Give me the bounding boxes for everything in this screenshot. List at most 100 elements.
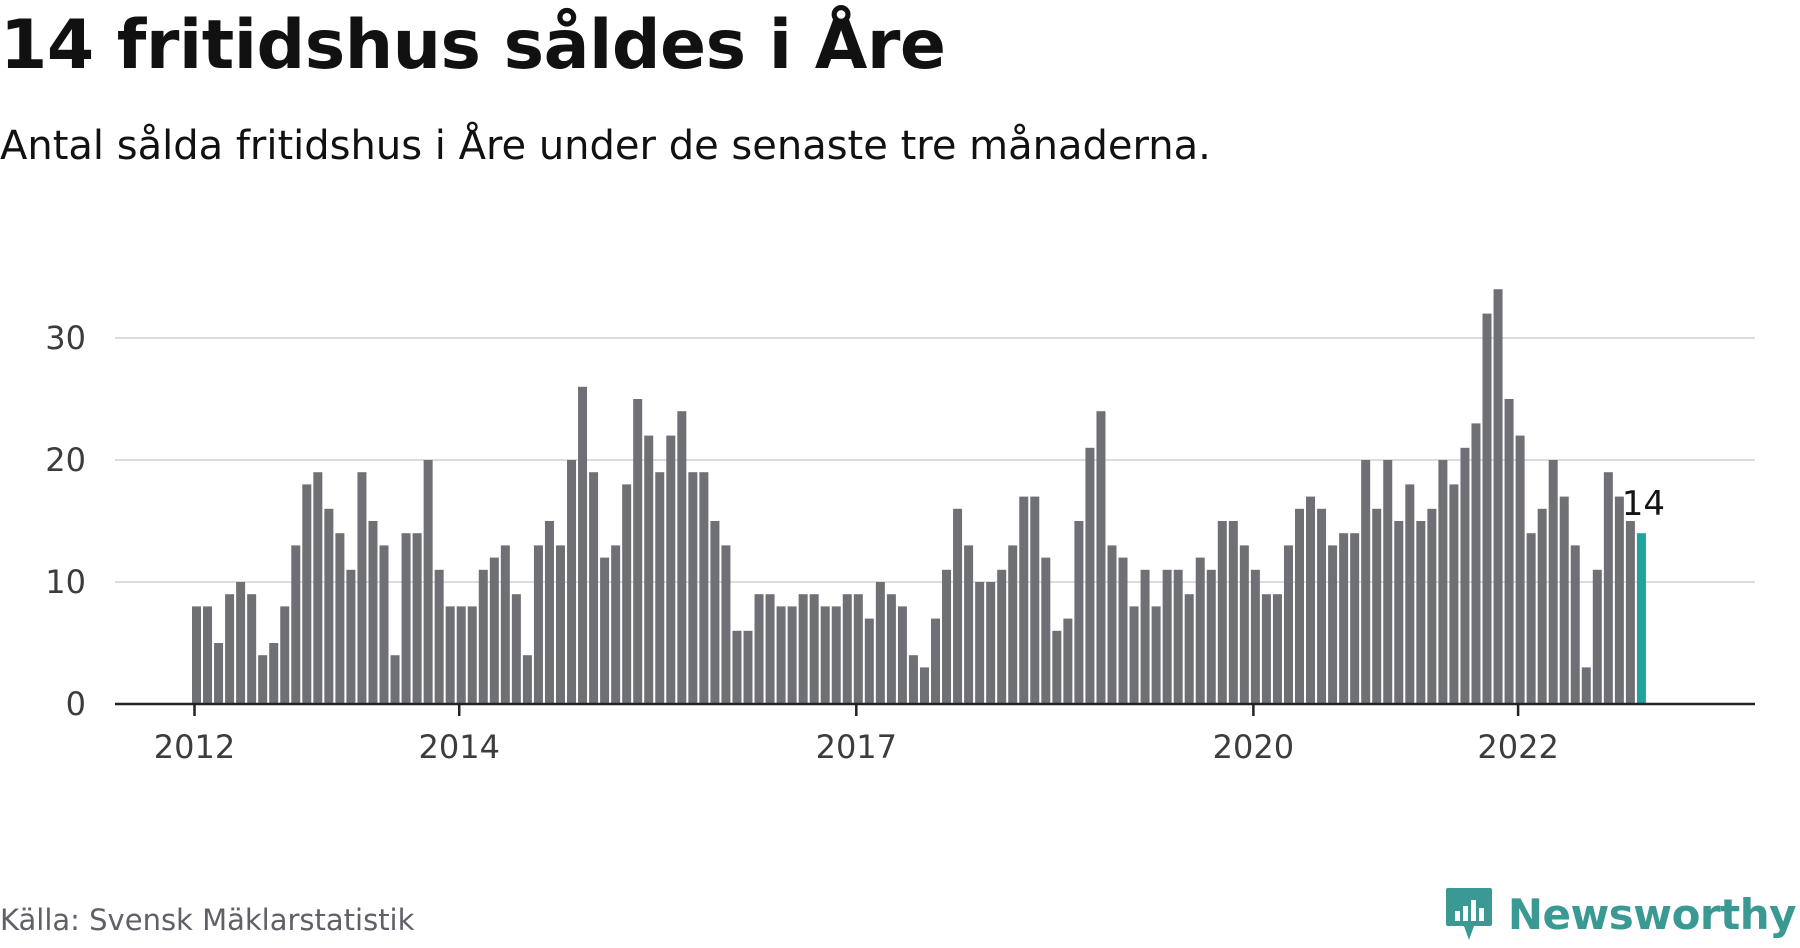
- bar: [313, 472, 323, 704]
- bar: [1019, 496, 1029, 704]
- bar: [1173, 569, 1183, 704]
- bar: [633, 399, 643, 704]
- bar: [247, 594, 257, 704]
- bar: [225, 594, 235, 704]
- bar: [765, 594, 775, 704]
- bar: [390, 655, 400, 704]
- x-tick-label: 2014: [419, 728, 500, 766]
- bar: [335, 533, 345, 704]
- bar: [401, 533, 411, 704]
- bar: [1295, 508, 1304, 704]
- bar: [214, 643, 224, 704]
- bar: [886, 594, 896, 704]
- bar: [743, 630, 753, 704]
- y-tick-label: 10: [45, 563, 86, 601]
- bar: [986, 582, 996, 704]
- bar: [776, 606, 786, 704]
- bar: [1559, 496, 1569, 704]
- bar: [1614, 496, 1624, 704]
- bar: [897, 606, 907, 704]
- bar: [567, 460, 577, 704]
- x-tick-label: 2012: [154, 728, 235, 766]
- bar: [1449, 484, 1459, 704]
- bar: [1151, 606, 1161, 704]
- bar: [1228, 521, 1238, 704]
- bar: [1482, 313, 1492, 704]
- bar: [975, 582, 985, 704]
- bar: [445, 606, 455, 704]
- last-value-label: 14: [1622, 484, 1665, 524]
- bar: [1416, 521, 1426, 704]
- bar: [1394, 521, 1404, 704]
- bar: [511, 594, 521, 704]
- bar: [1118, 557, 1128, 704]
- bar: [1107, 545, 1117, 704]
- bar: [798, 594, 808, 704]
- bar: [1206, 569, 1216, 704]
- bar: [1515, 435, 1525, 704]
- bar: [1581, 667, 1591, 704]
- bar: [1030, 496, 1040, 704]
- bar: [1504, 399, 1514, 704]
- bar: [533, 545, 543, 704]
- bar: [1471, 423, 1481, 704]
- bar-chart: 0 10 20 30 2012 2014 2017 2020 2022 14: [45, 289, 1755, 766]
- bar: [1041, 557, 1051, 704]
- bar: [721, 545, 731, 704]
- bar: [1162, 569, 1172, 704]
- bar: [611, 545, 621, 704]
- bar-highlight: [1636, 533, 1646, 704]
- bar: [280, 606, 290, 704]
- bar: [820, 606, 830, 704]
- bar: [1493, 289, 1503, 704]
- bar: [1306, 496, 1316, 704]
- bar: [434, 569, 444, 704]
- bar: [1272, 594, 1282, 704]
- bar: [269, 643, 279, 704]
- bar: [291, 545, 301, 704]
- bar: [1129, 606, 1139, 704]
- bar: [1603, 472, 1613, 704]
- bar: [842, 594, 852, 704]
- bar: [964, 545, 974, 704]
- bar: [1096, 411, 1106, 704]
- bar: [1350, 533, 1360, 704]
- x-tick-label: 2017: [816, 728, 897, 766]
- bar: [1328, 545, 1338, 704]
- bar: [1184, 594, 1194, 704]
- bar: [324, 508, 334, 704]
- bar: [875, 582, 885, 704]
- bar: [655, 472, 665, 704]
- bar: [1372, 508, 1382, 704]
- bar: [1074, 521, 1084, 704]
- bar: [1008, 545, 1018, 704]
- bar: [1317, 508, 1327, 704]
- bar: [919, 667, 929, 704]
- bar: [997, 569, 1007, 704]
- logo-text: Newsworthy: [1507, 889, 1797, 939]
- bar: [666, 435, 676, 704]
- bar: [236, 582, 246, 704]
- bar: [754, 594, 764, 704]
- bar: [931, 618, 941, 704]
- bar: [489, 557, 499, 704]
- bar: [1250, 569, 1260, 704]
- bar: [1140, 569, 1150, 704]
- bar: [1460, 447, 1470, 704]
- y-axis-labels: 0 10 20 30: [45, 319, 86, 723]
- chart-subtitle: Antal sålda fritidshus i Åre under de se…: [0, 123, 1211, 169]
- bar: [1085, 447, 1095, 704]
- bar: [853, 594, 863, 704]
- newsworthy-logo-icon: [1445, 888, 1492, 940]
- bar: [500, 545, 510, 704]
- x-tick-label: 2020: [1213, 728, 1294, 766]
- bar: [1383, 460, 1393, 704]
- x-axis-ticks: 2012 2014 2017 2020 2022: [154, 704, 1559, 766]
- bar: [677, 411, 687, 704]
- bar: [192, 606, 201, 704]
- bar: [1195, 557, 1205, 704]
- bar: [423, 460, 433, 704]
- bar: [1570, 545, 1580, 704]
- bar: [203, 606, 213, 704]
- bar: [379, 545, 389, 704]
